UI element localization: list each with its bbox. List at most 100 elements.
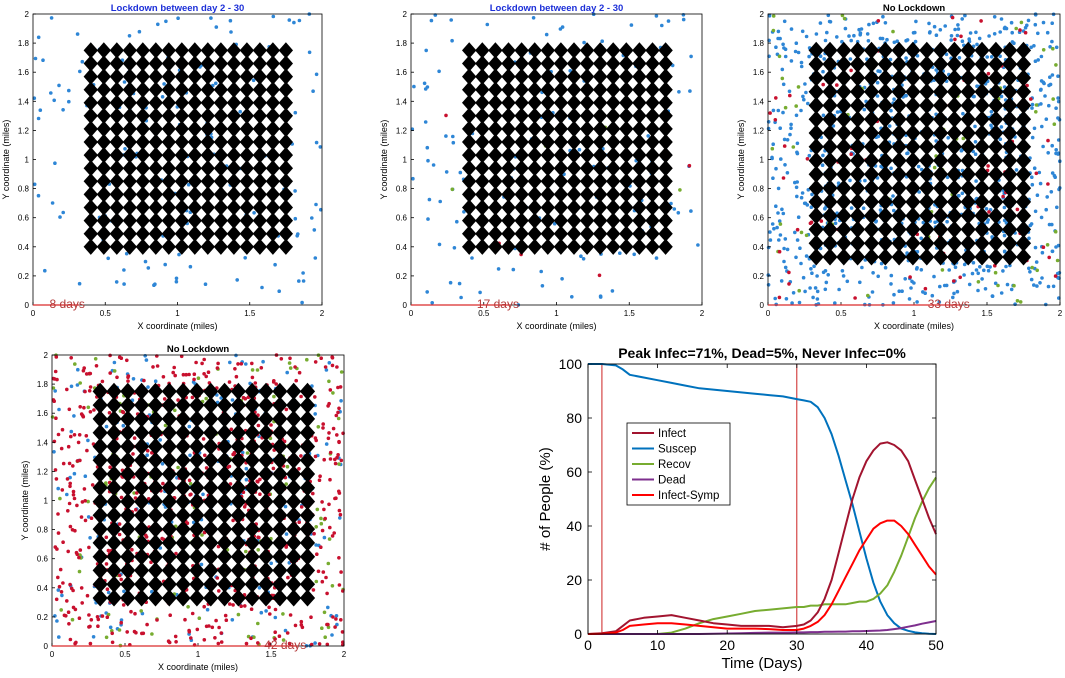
person-susceptible (1044, 117, 1049, 121)
house-marker (83, 212, 98, 229)
person-recovered (272, 394, 276, 399)
person-susceptible (828, 20, 833, 24)
person-susceptible (1030, 175, 1034, 179)
person-susceptible (855, 39, 860, 44)
person-susceptible (312, 228, 317, 232)
y-tick-label: 1.6 (18, 68, 30, 77)
person-recovered (51, 386, 56, 390)
person-susceptible (314, 543, 318, 547)
house-marker (658, 212, 673, 229)
person-infected (214, 618, 218, 623)
house-marker (645, 68, 660, 85)
person-susceptible (106, 590, 111, 595)
person-infected (183, 617, 187, 622)
person-infected (258, 477, 262, 482)
person-recovered (176, 465, 180, 470)
person-infected (279, 357, 284, 361)
house-marker (877, 234, 893, 252)
person-infected (313, 395, 317, 399)
house-marker (148, 120, 163, 138)
person-recovered (1034, 110, 1038, 114)
person-susceptible (823, 287, 828, 292)
person-susceptible (782, 246, 786, 251)
house-marker (877, 193, 893, 211)
house-marker (836, 207, 852, 225)
person-susceptible (600, 39, 604, 43)
person-recovered (780, 76, 785, 81)
house-marker (553, 107, 569, 124)
house-marker (488, 107, 503, 124)
house-marker (592, 68, 608, 85)
person-susceptible (229, 30, 233, 34)
person-susceptible (1040, 250, 1045, 255)
person-susceptible (1027, 266, 1031, 271)
house-marker (161, 396, 177, 414)
house-marker (527, 133, 542, 151)
person-infected (782, 144, 787, 148)
house-marker (974, 96, 990, 114)
y-tick-label: 0.8 (396, 185, 408, 194)
person-recovered (1055, 258, 1060, 263)
person-susceptible (796, 50, 801, 55)
house-marker (286, 548, 302, 566)
person-susceptible (913, 39, 918, 44)
house-marker (286, 506, 302, 524)
house-marker (863, 234, 880, 252)
house-marker (230, 575, 246, 593)
house-marker (974, 138, 990, 156)
person-susceptible (811, 295, 815, 300)
person-recovered (186, 605, 190, 609)
person-susceptible (794, 255, 798, 260)
person-infected (216, 544, 221, 549)
person-susceptible (982, 268, 986, 273)
house-marker (187, 199, 202, 216)
house-marker (960, 207, 976, 225)
house-marker (933, 138, 949, 156)
person-susceptible (785, 138, 790, 142)
house-marker (808, 220, 824, 238)
person-susceptible (568, 69, 572, 73)
house-marker (1002, 83, 1018, 101)
house-marker (606, 94, 621, 111)
house-marker (161, 81, 176, 98)
person-susceptible (78, 69, 82, 74)
house-marker (619, 68, 634, 85)
person-infected (202, 372, 206, 376)
house-marker (475, 225, 490, 242)
person-recovered (778, 222, 783, 226)
person-infected (108, 465, 112, 470)
house-marker (272, 451, 288, 469)
x-tick-label: 50 (928, 637, 944, 653)
house-marker (203, 548, 219, 566)
person-infected (273, 630, 278, 634)
person-susceptible (806, 188, 811, 192)
person-susceptible (777, 238, 781, 242)
person-susceptible (831, 124, 836, 128)
person-infected (328, 525, 332, 530)
house-marker (161, 147, 176, 164)
person-susceptible (874, 220, 878, 224)
person-susceptible (793, 230, 797, 235)
house-marker (933, 110, 949, 128)
person-susceptible (277, 289, 282, 294)
person-susceptible (823, 38, 828, 43)
person-infected (155, 618, 159, 622)
house-marker (120, 493, 136, 511)
house-marker (1002, 69, 1018, 87)
house-marker (258, 382, 274, 400)
person-susceptible (867, 22, 871, 27)
person-infected (53, 369, 58, 374)
house-marker (592, 55, 608, 72)
house-marker (92, 437, 108, 455)
person-infected (336, 453, 340, 457)
house-marker (286, 534, 302, 552)
house-marker (203, 520, 219, 538)
house-marker (175, 382, 191, 400)
person-recovered (284, 482, 289, 486)
house-marker (96, 55, 111, 72)
house-marker (877, 220, 893, 238)
house-marker (1015, 248, 1032, 266)
house-marker (960, 83, 976, 101)
person-susceptible (1030, 106, 1034, 110)
house-marker (592, 173, 608, 190)
